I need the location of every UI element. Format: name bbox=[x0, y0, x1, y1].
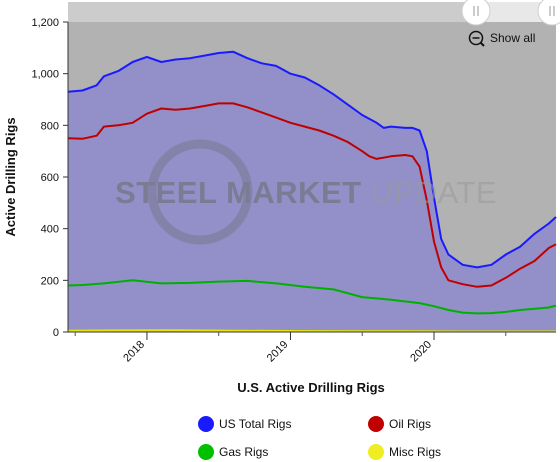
watermark: STEEL MARKET UPDATE bbox=[115, 139, 497, 245]
y-tick-label: 1,000 bbox=[31, 69, 59, 81]
navigator-window[interactable] bbox=[476, 2, 544, 22]
area-layer bbox=[68, 51, 556, 332]
x-ticks: 2018 2019 2020 bbox=[74, 332, 507, 365]
show-all-button[interactable]: Show all bbox=[464, 28, 546, 48]
legend: US Total Rigs Oil Rigs Gas Rigs Misc Rigs bbox=[198, 416, 441, 460]
watermark-bold-text: STEEL MARKET bbox=[115, 175, 371, 210]
legend-marker bbox=[368, 416, 384, 432]
zoom-out-icon bbox=[468, 30, 485, 47]
y-tick-label: 400 bbox=[41, 224, 59, 236]
legend-item-us-total-rigs[interactable]: US Total Rigs bbox=[198, 416, 291, 432]
y-ticks: 0 200 400 600 800 1,000 1,200 bbox=[31, 17, 68, 339]
legend-item-oil-rigs[interactable]: Oil Rigs bbox=[368, 416, 431, 432]
watermark-ring bbox=[147, 139, 253, 245]
x-axis-title: U.S. Active Drilling Rigs bbox=[237, 380, 385, 395]
legend-marker bbox=[198, 444, 214, 460]
us-total-rigs-line[interactable] bbox=[67, 50, 557, 269]
x-tick-label: 2020 bbox=[408, 339, 434, 365]
us-total-area bbox=[68, 51, 556, 332]
navigator-left-handle[interactable] bbox=[461, 0, 491, 26]
legend-marker bbox=[198, 416, 214, 432]
legend-label: Misc Rigs bbox=[389, 445, 441, 459]
x-tick-label: 2019 bbox=[265, 339, 291, 365]
x-tick-label: 2018 bbox=[121, 339, 147, 365]
oil-rigs-line[interactable] bbox=[67, 102, 557, 288]
y-tick-label: 800 bbox=[41, 120, 59, 132]
legend-label: US Total Rigs bbox=[219, 417, 291, 431]
legend-item-misc-rigs[interactable]: Misc Rigs bbox=[368, 444, 441, 460]
svg-text:STEEL MARKET UPDATE: STEEL MARKET UPDATE bbox=[115, 175, 497, 210]
legend-label: Gas Rigs bbox=[219, 445, 268, 459]
y-tick-label: 200 bbox=[41, 275, 59, 287]
legend-label: Oil Rigs bbox=[389, 417, 431, 431]
gas-rigs-line[interactable] bbox=[67, 279, 557, 315]
watermark-light-text: UPDATE bbox=[371, 175, 497, 210]
y-tick-label: 0 bbox=[53, 327, 59, 339]
show-all-label: Show all bbox=[490, 31, 535, 45]
navigator-right-handle[interactable] bbox=[537, 0, 560, 26]
y-tick-label: 1,200 bbox=[31, 17, 59, 29]
legend-marker bbox=[368, 444, 384, 460]
navigator-strip[interactable] bbox=[68, 2, 556, 22]
y-axis-title: Active Drilling Rigs bbox=[3, 117, 18, 236]
y-tick-label: 600 bbox=[41, 172, 59, 184]
legend-item-gas-rigs[interactable]: Gas Rigs bbox=[198, 444, 268, 460]
